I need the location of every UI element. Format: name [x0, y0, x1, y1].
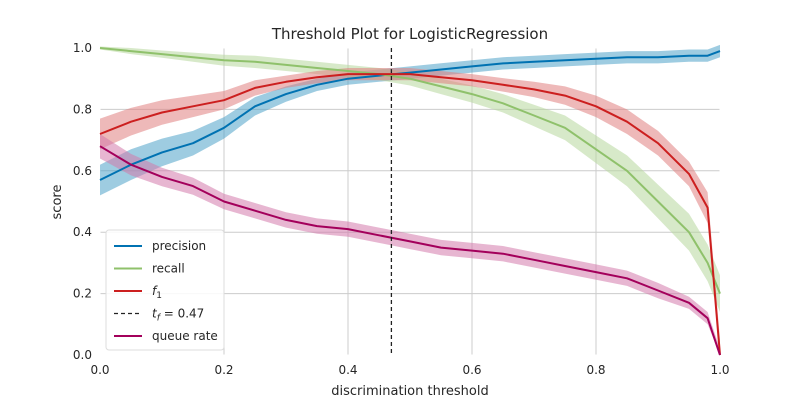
y-tick-label: 0.6 — [73, 164, 92, 178]
x-tick-label: 0.4 — [338, 363, 357, 377]
legend-box — [105, 229, 225, 351]
legend-label-threshold: tf = 0.47 — [152, 307, 204, 324]
series-lines — [99, 47, 721, 356]
x-axis-label: discrimination threshold — [331, 384, 488, 399]
legend: precision recall f1 tf = 0.47 queue rate — [105, 229, 225, 351]
line-f1 — [99, 73, 721, 356]
legend-label-recall: recall — [152, 262, 185, 276]
line-recall — [99, 47, 721, 294]
y-tick-label: 1.0 — [73, 41, 92, 55]
band-queue-rate — [100, 134, 720, 355]
y-tick-label: 0.4 — [73, 225, 92, 239]
y-axis-label: score — [50, 185, 65, 220]
y-tick-label: 0.0 — [73, 348, 92, 362]
y-tick-label: 0.2 — [73, 287, 92, 301]
tick-labels: 0.0 0.2 0.4 0.6 0.8 1.0 0.0 0.2 0.4 0.6 0.8 1.0 — [73, 41, 730, 377]
line-queue-rate — [99, 145, 721, 356]
legend-label-precision: precision — [152, 239, 206, 253]
legend-label-queue-rate: queue rate — [152, 329, 218, 343]
x-tick-label: 0.8 — [586, 363, 605, 377]
y-tick-label: 0.8 — [73, 102, 92, 116]
chart-title: Threshold Plot for LogisticRegression — [271, 25, 548, 43]
line-precision — [99, 50, 721, 181]
x-tick-label: 0.2 — [214, 363, 233, 377]
x-tick-label: 0.0 — [90, 363, 109, 377]
x-tick-label: 0.6 — [462, 363, 481, 377]
legend-label-f1: f1 — [152, 284, 162, 301]
x-tick-label: 1.0 — [710, 363, 729, 377]
plot-frame — [99, 47, 721, 356]
